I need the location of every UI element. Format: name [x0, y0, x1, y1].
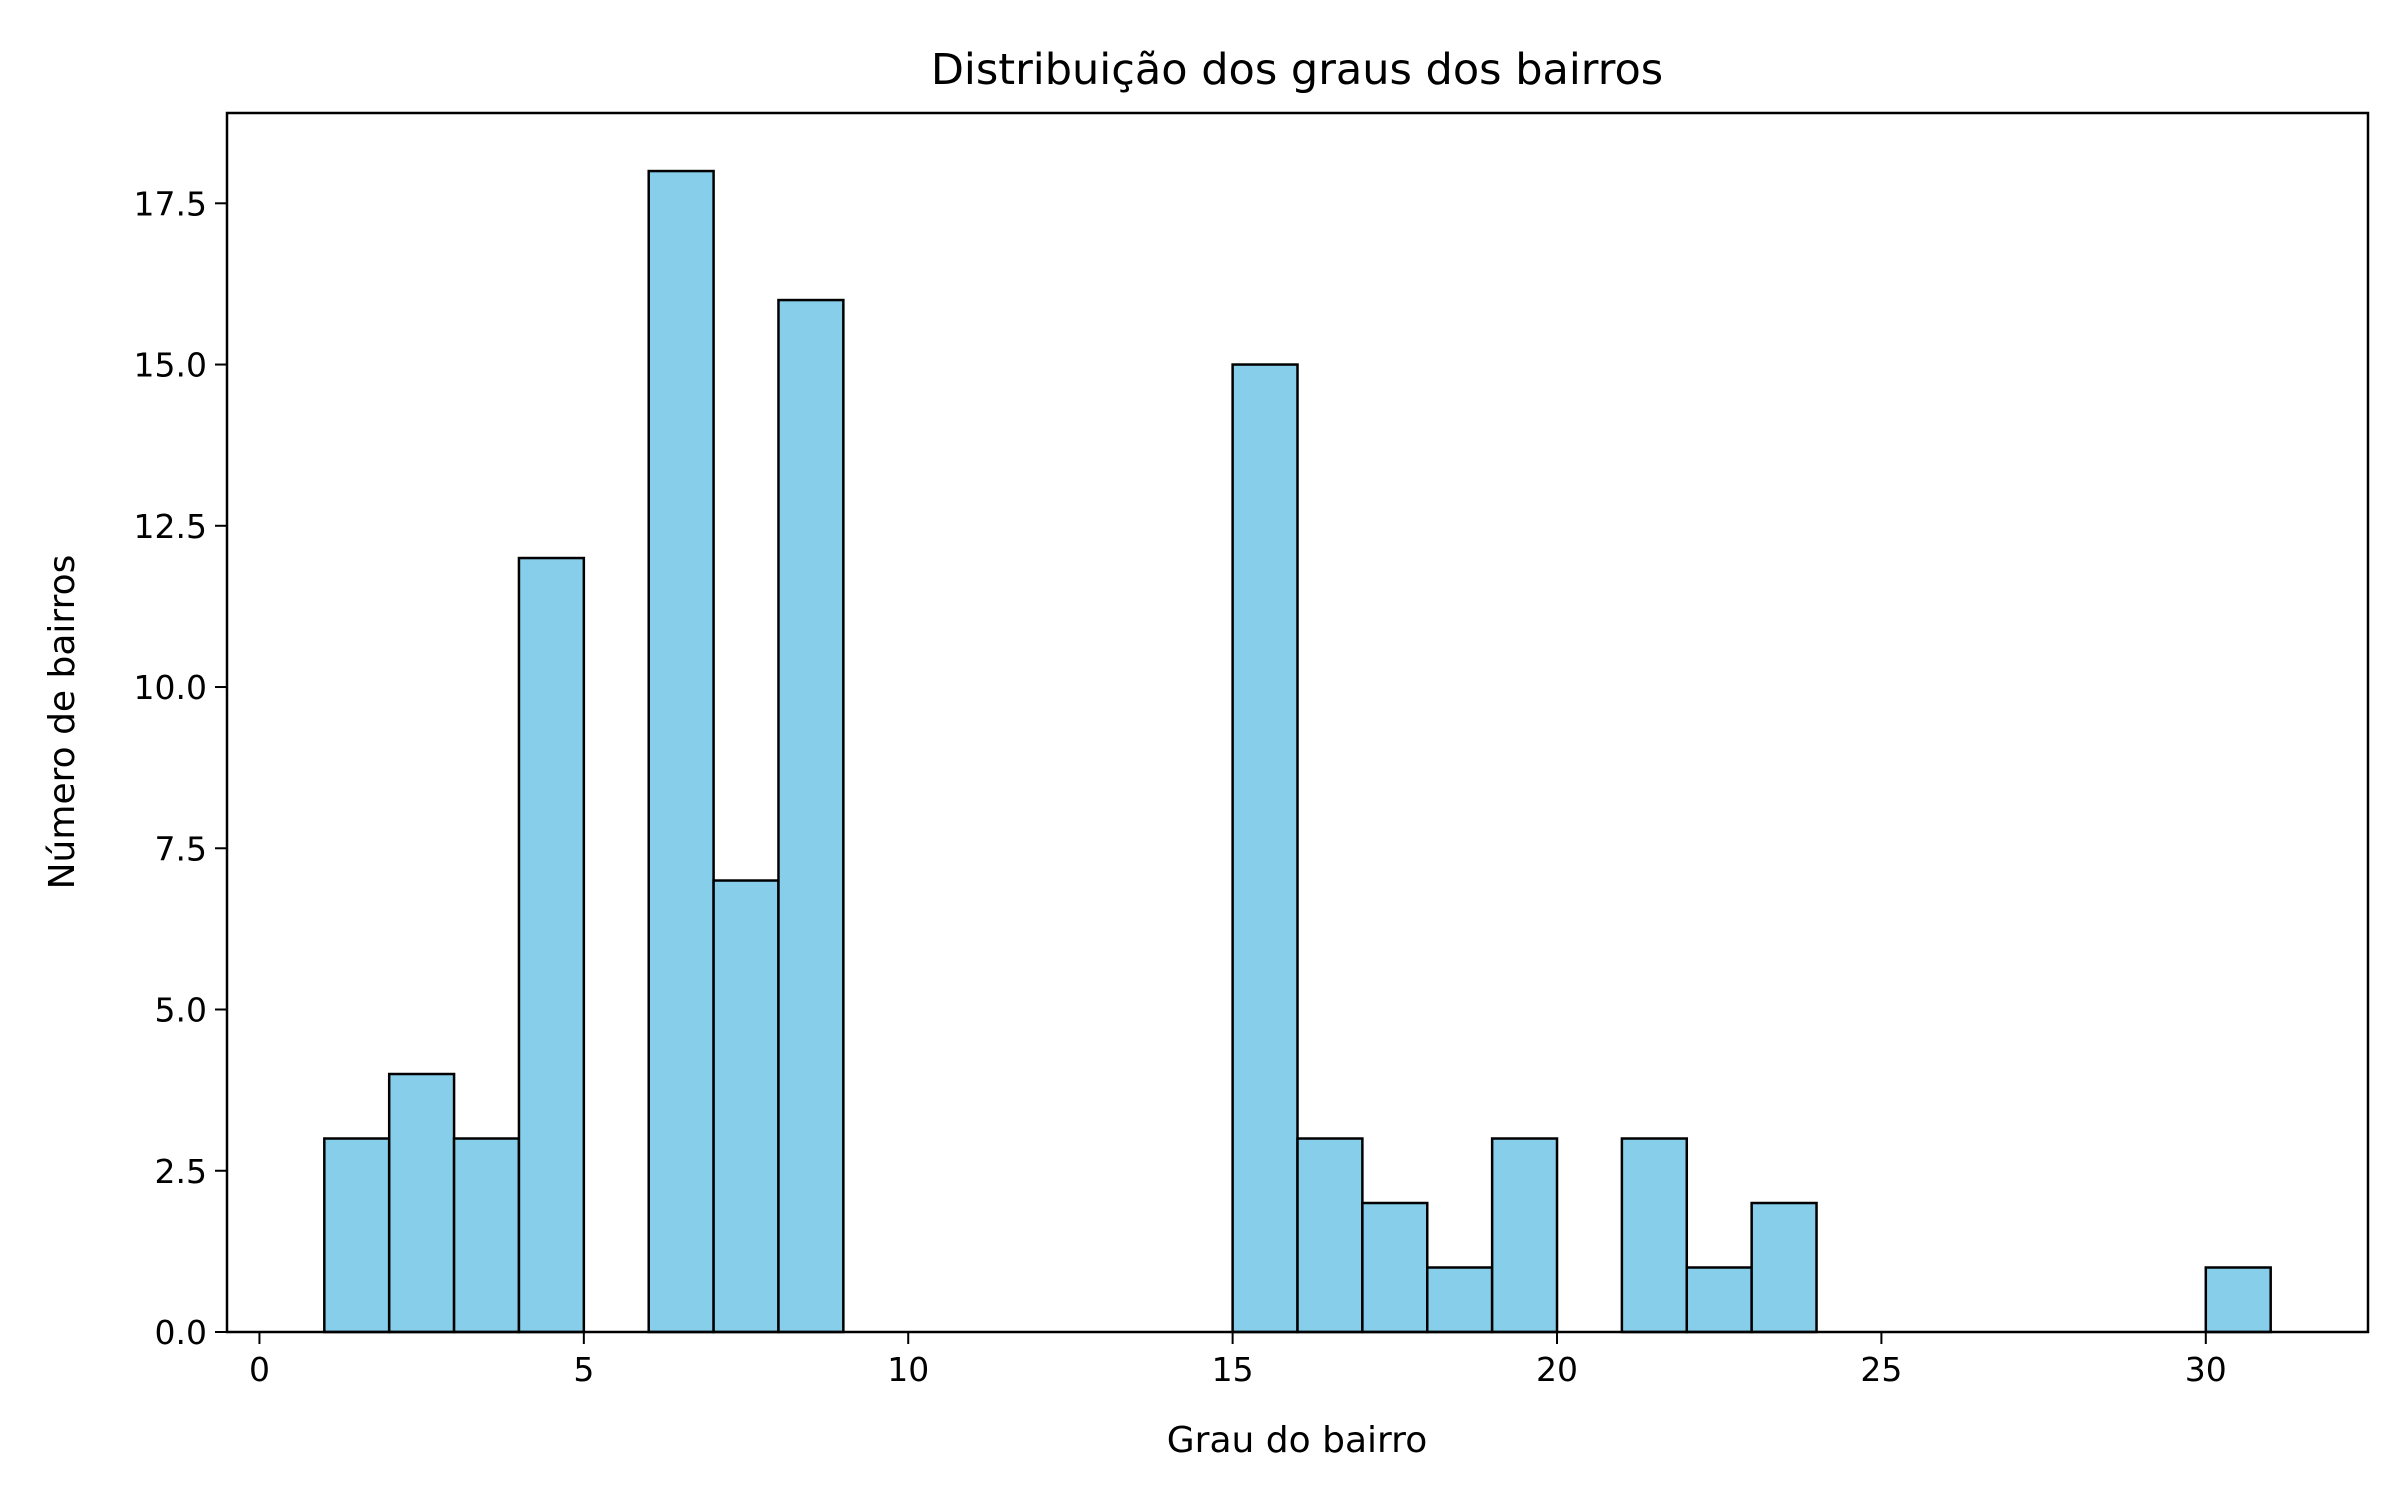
- y-tick-label: 17.5: [134, 184, 207, 223]
- histogram-bar: [1750, 1201, 1818, 1334]
- y-tick-label: 5.0: [155, 991, 207, 1030]
- histogram-bar: [647, 169, 715, 1334]
- y-axis: 0.0 2.5 5.0 7.5 10.0 12.5 15.0 17.5: [134, 184, 227, 1352]
- y-tick-label: 12.5: [134, 507, 207, 546]
- y-tick-label: 10.0: [134, 668, 207, 707]
- histogram-bar: [387, 1072, 456, 1334]
- histogram-bar: [2204, 1266, 2272, 1334]
- x-tick-label: 5: [573, 1350, 594, 1389]
- histogram-bar: [452, 1137, 521, 1334]
- histogram-bar: [1426, 1266, 1494, 1334]
- y-tick-label: 15.0: [134, 346, 207, 385]
- histogram-bar: [1361, 1201, 1429, 1334]
- x-tick-label: 30: [2185, 1350, 2227, 1389]
- histogram-bar: [517, 556, 586, 1334]
- x-axis: 0 5 10 15 20 25 30: [249, 1332, 2227, 1389]
- histogram-bar: [1490, 1137, 1559, 1334]
- x-tick-label: 15: [1212, 1350, 1254, 1389]
- x-tick-label: 0: [249, 1350, 270, 1389]
- bars-group: [323, 169, 2272, 1334]
- histogram-bar: [1620, 1137, 1689, 1334]
- x-tick-label: 20: [1536, 1350, 1578, 1389]
- histogram-bar: [1685, 1266, 1753, 1334]
- x-tick-label: 25: [1860, 1350, 1902, 1389]
- histogram-bar: [1231, 363, 1299, 1334]
- plot-frame: [225, 111, 2370, 1334]
- histogram-bar: [323, 1137, 391, 1334]
- chart-title: Distribuição dos graus dos bairros: [931, 45, 1663, 95]
- y-tick-label: 2.5: [155, 1152, 207, 1191]
- histogram-bar: [777, 298, 845, 1334]
- y-axis-title: Número de bairros: [42, 555, 83, 890]
- histogram-bar: [712, 879, 780, 1334]
- x-tick-label: 10: [887, 1350, 929, 1389]
- y-tick-label: 0.0: [155, 1313, 207, 1352]
- y-tick-label: 7.5: [155, 829, 207, 868]
- histogram-bar: [1296, 1137, 1364, 1334]
- x-axis-title: Grau do bairro: [1167, 1420, 1427, 1461]
